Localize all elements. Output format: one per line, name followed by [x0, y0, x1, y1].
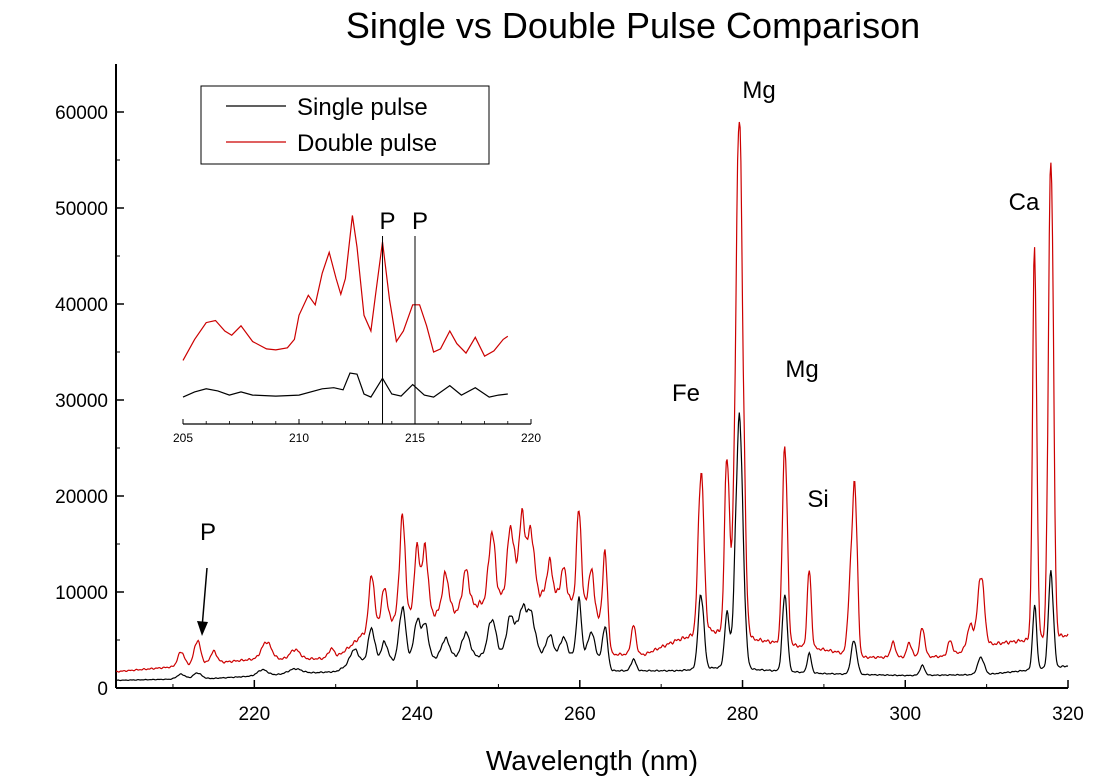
- annotation-p-arrowhead: [197, 621, 208, 636]
- x-tick-label: 240: [401, 704, 433, 725]
- y-tick-label: 20000: [55, 487, 108, 508]
- main-axes: 0 10000 20000 30000 40000 50000 60000 220 240 260…: [55, 64, 1084, 725]
- annotation-si: Si: [807, 486, 828, 513]
- inset-series-line-double-pulse: [182, 215, 509, 361]
- y-tick-label: 10000: [55, 583, 108, 604]
- inset-x-tick-label: 205: [173, 431, 193, 445]
- series-line-double-pulse: [115, 121, 1069, 673]
- inset-x-tick-label: 220: [521, 431, 541, 445]
- y-tick-label: 60000: [55, 103, 108, 124]
- legend-label-double-pulse: Double pulse: [297, 130, 437, 157]
- series-line-single-pulse: [115, 412, 1069, 682]
- annotation-ca: Ca: [1009, 189, 1040, 216]
- legend-box: [200, 85, 490, 165]
- y-tick-label: 0: [97, 679, 108, 700]
- y-tick-label: 30000: [55, 391, 108, 412]
- y-tick-label: 40000: [55, 295, 108, 316]
- x-tick-label: 260: [564, 704, 596, 725]
- x-axis-label: Wavelength (nm): [486, 745, 698, 776]
- inset-plot: 205 210 215 220 P P: [173, 205, 541, 445]
- x-tick-label: 320: [1052, 704, 1084, 725]
- legend-label-single-pulse: Single pulse: [297, 94, 428, 121]
- annotation-p: P: [200, 519, 216, 546]
- inset-x-tick-label: 215: [405, 431, 425, 445]
- y-tick-label: 50000: [55, 199, 108, 220]
- inset-marker-label-p-1: P: [380, 208, 396, 235]
- inset-x-axis: 205 210 215 220: [173, 419, 541, 445]
- annotation-fe: Fe: [672, 380, 700, 407]
- annotation-mg-2: Mg: [785, 356, 818, 383]
- inset-x-tick-label: 210: [289, 431, 309, 445]
- inset-background: [183, 205, 531, 415]
- x-tick-label: 300: [889, 704, 921, 725]
- x-tick-label: 220: [238, 704, 270, 725]
- x-tick-label: 280: [727, 704, 759, 725]
- chart-title: Single vs Double Pulse Comparison: [346, 5, 920, 46]
- inset-series-line-single-pulse: [182, 372, 508, 398]
- annotation-p-arrow: [201, 567, 208, 629]
- legend: Single pulse Double pulse: [200, 85, 490, 165]
- inset-marker-label-p-2: P: [412, 208, 428, 235]
- annotation-mg-1: Mg: [742, 77, 775, 104]
